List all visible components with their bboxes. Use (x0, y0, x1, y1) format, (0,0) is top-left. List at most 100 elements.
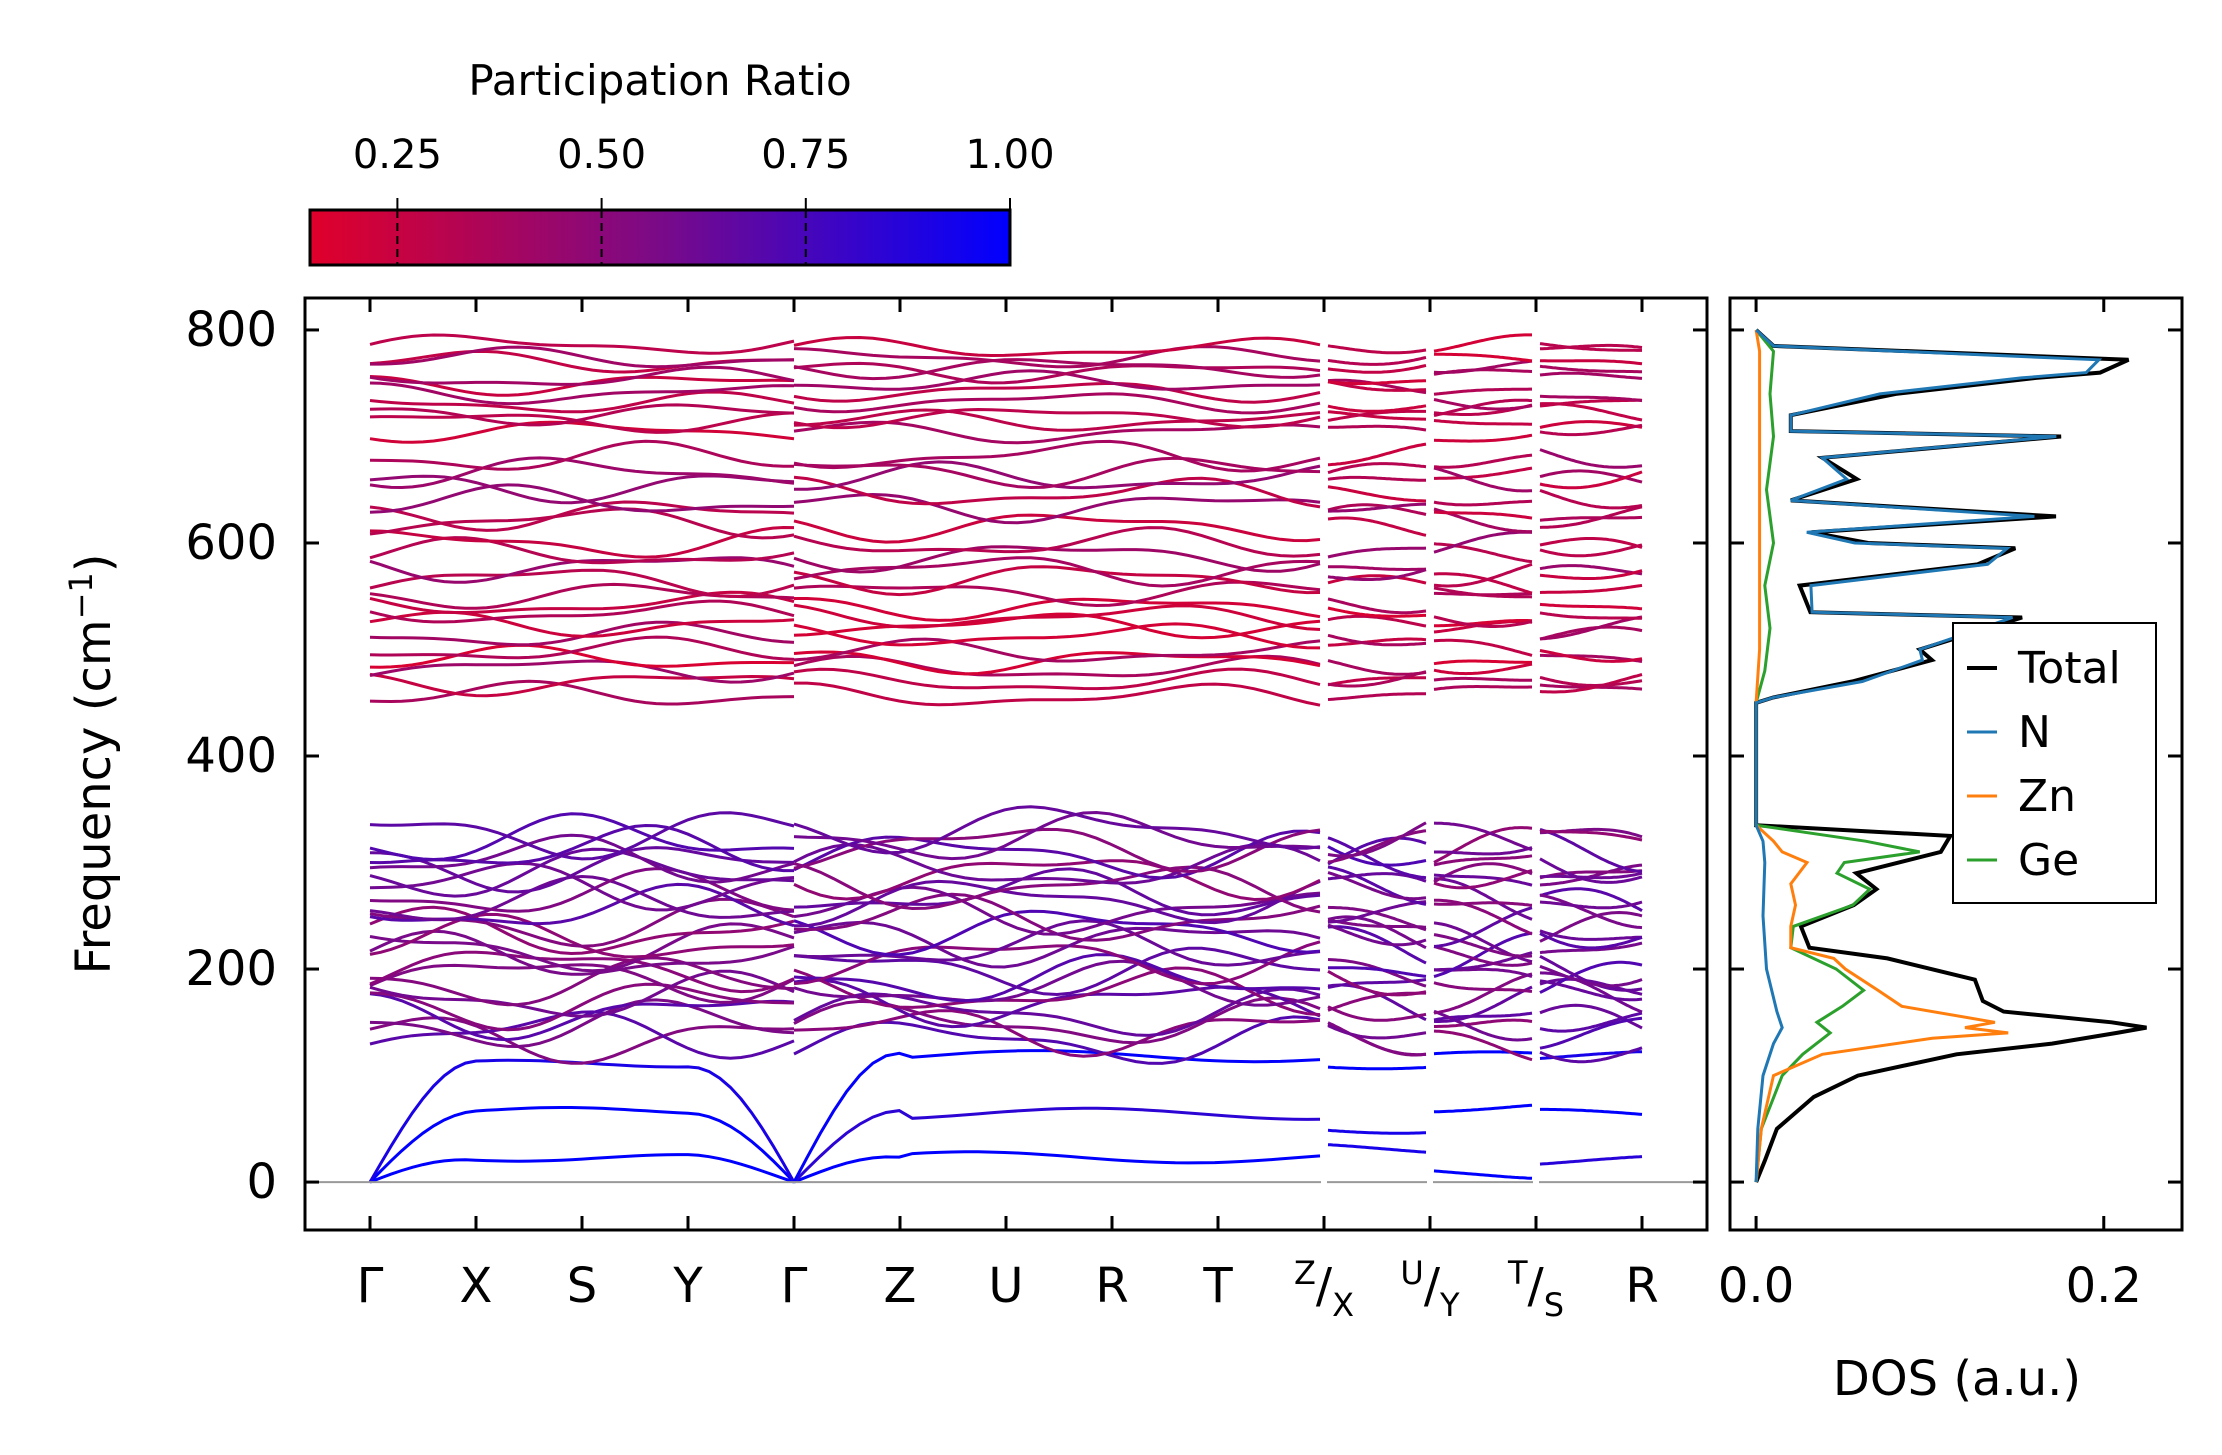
phonon-band (369, 620, 795, 647)
phonon-band (793, 381, 1321, 404)
phonon-band (1539, 564, 1643, 576)
phonon-band (369, 833, 795, 884)
phonon-band (1433, 659, 1532, 666)
phonon-band (1327, 918, 1427, 929)
phonon-band (793, 580, 1321, 608)
phonon-band (794, 681, 1321, 707)
phonon-band (1433, 638, 1533, 657)
tick-sub: S (1544, 1286, 1564, 1324)
phonon-band (1433, 1103, 1533, 1114)
phonon-band (369, 568, 795, 598)
phonon-band (793, 909, 1321, 957)
phonon-band (1327, 871, 1427, 901)
dos-y-ticks (1730, 328, 2182, 1184)
phonon-band (1539, 900, 1643, 910)
y-tick-label: 200 (185, 941, 277, 997)
phonon-band (369, 1010, 795, 1060)
phonon-band (1327, 404, 1427, 413)
phonon-band (369, 905, 795, 956)
phonon-band (369, 679, 795, 706)
phonon-band (369, 672, 795, 698)
y-axis-title: Frequency (cm−1) (62, 553, 122, 974)
dos-plot-frame (1728, 296, 2184, 1232)
phonon-band (369, 590, 795, 614)
tick-sub: Y (1439, 1286, 1460, 1324)
phonon-band (793, 842, 1321, 885)
phonon-band (793, 1150, 1321, 1184)
phonon-band (793, 920, 1321, 969)
dos-plot: 0.0 0.2 DOS (a.u.) Total N Zn Ge (1718, 296, 2184, 1407)
x-tick-label: Y (672, 1258, 703, 1314)
phonon-band (1327, 546, 1427, 559)
phonon-band (369, 867, 795, 913)
phonon-band (1327, 568, 1427, 581)
phonon-band (369, 643, 794, 669)
dos-series-ge (1754, 329, 1920, 1183)
band-plot-frame (303, 296, 1709, 1232)
phonon-band (1539, 649, 1643, 663)
phonon-band (1433, 586, 1533, 599)
phonon-band (1327, 1128, 1426, 1135)
phonon-band (1327, 410, 1427, 421)
phonon-band (368, 1106, 796, 1184)
phonon-band (369, 659, 795, 684)
phonon-band (369, 874, 795, 922)
phonon-band (793, 810, 1321, 861)
phonon-band (793, 545, 1321, 574)
phonon-band (1433, 1169, 1533, 1180)
phonon-band (1327, 462, 1427, 475)
phonon-band (1433, 615, 1533, 628)
phonon-band (369, 333, 795, 355)
phonon-band (1539, 488, 1643, 510)
phonon-band (1433, 869, 1533, 890)
phonon-band (1539, 869, 1643, 880)
phonon-band (1539, 583, 1643, 594)
phonon-band (1327, 380, 1427, 392)
phonon-band (1539, 602, 1643, 611)
phonon-band (1539, 420, 1643, 429)
phonon-band (1539, 543, 1643, 558)
phonon-band (793, 650, 1321, 676)
phonon-band (793, 513, 1321, 544)
phonon-band (1327, 1065, 1427, 1071)
phonon-band (369, 525, 795, 559)
colorbar-tick-label: 0.75 (761, 132, 850, 178)
phonon-band (1433, 398, 1533, 411)
phonon-band (793, 345, 1321, 369)
dos-lines (1754, 328, 2147, 1183)
phonon-band (1328, 565, 1427, 571)
phonon-band (1539, 829, 1643, 842)
phonon-band (793, 612, 1321, 640)
x-tick-label: T/S (1507, 1254, 1564, 1324)
phonon-band (369, 963, 795, 1004)
phonon-band (369, 950, 795, 994)
legend-label-total: Total (2017, 643, 2121, 694)
phonon-band (1327, 659, 1427, 676)
phonon-band (1433, 352, 1533, 363)
phonon-band (1433, 387, 1532, 396)
phonon-band (1327, 355, 1427, 366)
phonon-band (1433, 466, 1533, 493)
colorbar-gradient (308, 208, 1012, 267)
colorbar-title: Participation Ratio (468, 56, 851, 105)
dos-legend: Total N Zn Ge (1952, 622, 2157, 904)
phonon-band (793, 667, 1321, 691)
phonon-band (1539, 673, 1643, 694)
phonon-band (1539, 1011, 1643, 1033)
phonon-band (1539, 941, 1643, 955)
dos-x-tick-label: 0.0 (1718, 1258, 1794, 1314)
phonon-band (1539, 371, 1643, 380)
phonon-band (1539, 470, 1643, 490)
legend-entries: Total N Zn Ge (1967, 643, 2121, 886)
tick-sup: U (1400, 1254, 1423, 1292)
phonon-band (793, 492, 1321, 525)
phonon-band (369, 507, 795, 540)
phonon-band (1327, 597, 1427, 615)
y-tick-label: 400 (185, 728, 277, 784)
phonon-band (1434, 466, 1533, 480)
phonon-band (1539, 887, 1643, 912)
phonon-band (1327, 1005, 1427, 1022)
phonon-band (1539, 364, 1642, 374)
x-tick-label: Z/X (1294, 1254, 1354, 1324)
